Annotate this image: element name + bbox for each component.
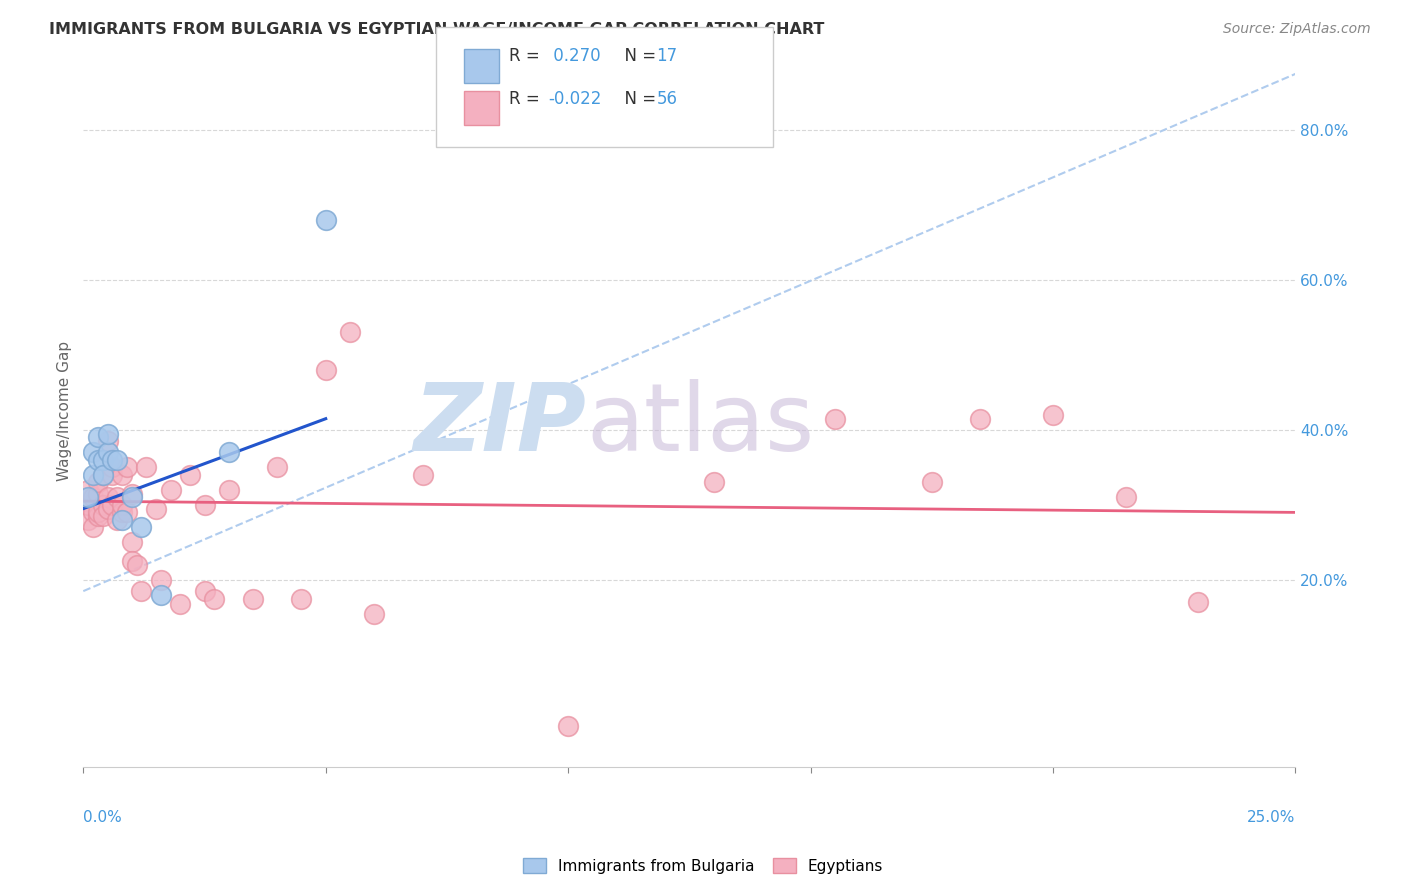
Point bbox=[115, 505, 138, 519]
Point bbox=[121, 486, 143, 500]
Point bbox=[121, 535, 143, 549]
Text: 25.0%: 25.0% bbox=[1247, 810, 1295, 825]
Point bbox=[179, 467, 201, 482]
Point bbox=[96, 491, 118, 505]
Text: R =: R = bbox=[509, 90, 546, 108]
Point bbox=[824, 411, 846, 425]
Point bbox=[969, 411, 991, 425]
Text: 17: 17 bbox=[657, 47, 678, 65]
Text: IMMIGRANTS FROM BULGARIA VS EGYPTIAN WAGE/INCOME GAP CORRELATION CHART: IMMIGRANTS FROM BULGARIA VS EGYPTIAN WAG… bbox=[49, 22, 824, 37]
Point bbox=[96, 426, 118, 441]
Point bbox=[202, 591, 225, 606]
Point bbox=[87, 505, 110, 519]
Point bbox=[135, 460, 157, 475]
Point bbox=[703, 475, 725, 490]
Point bbox=[87, 509, 110, 524]
Point bbox=[82, 505, 104, 519]
Point bbox=[111, 505, 134, 519]
Text: -0.022: -0.022 bbox=[548, 90, 602, 108]
Point bbox=[77, 491, 100, 505]
Point bbox=[1042, 408, 1064, 422]
Point bbox=[111, 498, 134, 512]
Point bbox=[101, 453, 124, 467]
Point bbox=[193, 584, 215, 599]
Text: N =: N = bbox=[614, 47, 662, 65]
Text: Source: ZipAtlas.com: Source: ZipAtlas.com bbox=[1223, 22, 1371, 37]
Point bbox=[91, 498, 114, 512]
Point bbox=[115, 460, 138, 475]
Point bbox=[91, 467, 114, 482]
Point bbox=[87, 430, 110, 444]
Point bbox=[101, 467, 124, 482]
Point bbox=[315, 213, 337, 227]
Point bbox=[921, 475, 943, 490]
Point bbox=[111, 513, 134, 527]
Text: N =: N = bbox=[614, 90, 662, 108]
Point bbox=[193, 498, 215, 512]
Point bbox=[87, 486, 110, 500]
Point bbox=[557, 719, 579, 733]
Point bbox=[87, 453, 110, 467]
Point bbox=[315, 363, 337, 377]
Point bbox=[131, 520, 153, 534]
Point bbox=[111, 467, 134, 482]
Point bbox=[105, 513, 128, 527]
Point bbox=[96, 501, 118, 516]
Point bbox=[242, 591, 264, 606]
Point bbox=[1115, 491, 1137, 505]
Point bbox=[1187, 595, 1209, 609]
Text: 0.270: 0.270 bbox=[548, 47, 600, 65]
Point bbox=[218, 445, 240, 459]
Point bbox=[149, 588, 172, 602]
Point bbox=[77, 483, 100, 497]
Point bbox=[101, 498, 124, 512]
Point bbox=[363, 607, 385, 621]
Point bbox=[82, 520, 104, 534]
Text: R =: R = bbox=[509, 47, 546, 65]
Point bbox=[412, 467, 434, 482]
Point bbox=[96, 434, 118, 449]
Point bbox=[145, 501, 167, 516]
Point bbox=[218, 483, 240, 497]
Point bbox=[82, 445, 104, 459]
Text: atlas: atlas bbox=[586, 379, 814, 472]
Point bbox=[82, 467, 104, 482]
Point bbox=[91, 467, 114, 482]
Point bbox=[121, 491, 143, 505]
Point bbox=[77, 513, 100, 527]
Text: 0.0%: 0.0% bbox=[83, 810, 122, 825]
Point bbox=[121, 554, 143, 568]
Point bbox=[266, 460, 288, 475]
Point bbox=[105, 453, 128, 467]
Text: 56: 56 bbox=[657, 90, 678, 108]
Y-axis label: Wage/Income Gap: Wage/Income Gap bbox=[58, 341, 72, 482]
Text: ZIP: ZIP bbox=[413, 379, 586, 472]
Point bbox=[101, 460, 124, 475]
Point bbox=[131, 584, 153, 599]
Point bbox=[77, 498, 100, 512]
Point bbox=[105, 491, 128, 505]
Point bbox=[339, 326, 361, 340]
Point bbox=[149, 573, 172, 587]
Point bbox=[290, 591, 312, 606]
Point bbox=[125, 558, 148, 572]
Legend: Immigrants from Bulgaria, Egyptians: Immigrants from Bulgaria, Egyptians bbox=[516, 852, 890, 880]
Point bbox=[82, 491, 104, 505]
Point bbox=[87, 475, 110, 490]
Point bbox=[91, 509, 114, 524]
Point bbox=[91, 453, 114, 467]
Point bbox=[169, 597, 191, 611]
Point bbox=[96, 445, 118, 459]
Point bbox=[159, 483, 181, 497]
